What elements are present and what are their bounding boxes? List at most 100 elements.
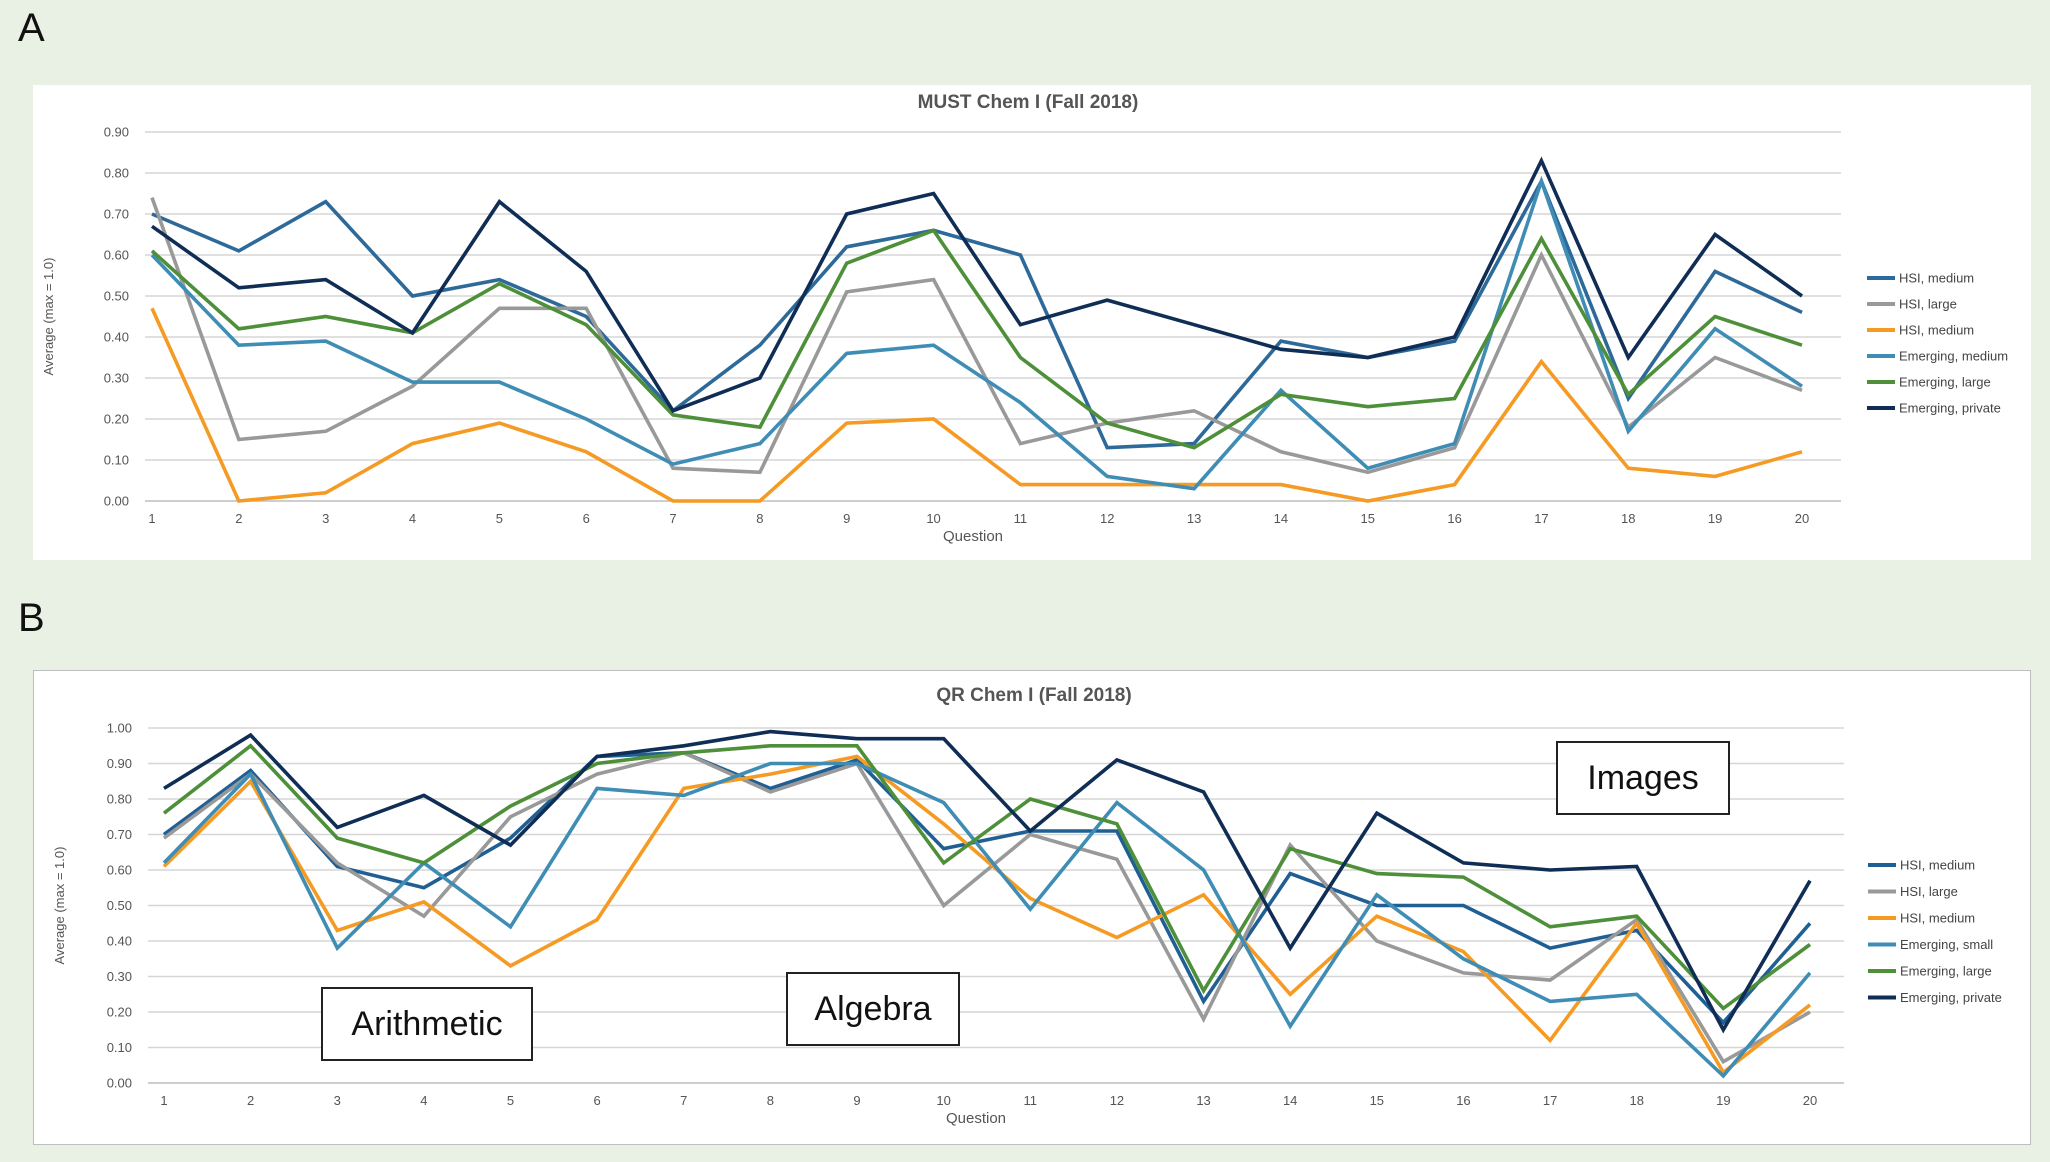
chart-panel-b: QR Chem I (Fall 2018) 0.00 0.10 0.20 0.30 0.4…	[33, 670, 2031, 1145]
chart-a-svg: MUST Chem I (Fall 2018) 0.00 0.10 0.20 0.30 0…	[41, 92, 2008, 545]
x-tick-label: 9	[853, 1093, 860, 1108]
x-tick-label: 13	[1196, 1093, 1210, 1108]
y-tick-label: 0.80	[107, 792, 132, 807]
chart-panel-a: MUST Chem I (Fall 2018) 0.00 0.10 0.20 0.30 0…	[33, 85, 2031, 560]
panel-label-a: A	[18, 6, 45, 50]
series-line-6	[150, 156, 1804, 414]
y-tick-label: 0.00	[107, 1076, 132, 1091]
y-tick-label: 0.90	[104, 125, 129, 140]
y-tick-label: 0.30	[104, 371, 129, 386]
y-tick-label: 0.50	[107, 898, 132, 913]
legend-label: Emerging, medium	[1899, 349, 2008, 364]
x-tick-label: 18	[1621, 511, 1635, 526]
x-tick-label: 5	[496, 511, 503, 526]
y-tick-label: 0.60	[107, 863, 132, 878]
legend-label: Emerging, private	[1900, 990, 2002, 1005]
x-tick-label: 8	[767, 1093, 774, 1108]
series-line-2	[150, 196, 1803, 475]
x-tick-label: 15	[1361, 511, 1375, 526]
x-tick-label: 6	[594, 1093, 601, 1108]
x-tick-label: 9	[843, 511, 850, 526]
y-tick-label: 0.60	[104, 248, 129, 263]
x-tick-label: 8	[756, 511, 763, 526]
legend-label: HSI, medium	[1899, 271, 1974, 286]
x-tick-label: 11	[1014, 511, 1028, 526]
legend-label: Emerging, large	[1900, 964, 1992, 979]
y-tick-label: 0.10	[107, 1040, 132, 1055]
x-tick-label: 2	[247, 1093, 254, 1108]
legend-label: Emerging, private	[1899, 401, 2001, 416]
x-tick-label: 11	[1024, 1093, 1038, 1108]
series-line-4	[150, 175, 1803, 491]
y-tick-label: 0.20	[107, 1005, 132, 1020]
series-line-2	[162, 750, 1811, 1065]
x-tick-label: 16	[1447, 511, 1461, 526]
x-tick-label: 14	[1274, 511, 1288, 526]
chart-title: QR Chem I (Fall 2018)	[936, 685, 1131, 706]
x-tick-label: 13	[1187, 511, 1201, 526]
y-tick-label: 1.00	[107, 721, 132, 736]
x-tick-label: 3	[322, 511, 329, 526]
annotation-arithmetic: Arithmetic	[321, 987, 533, 1061]
x-tick-label: 4	[420, 1093, 427, 1108]
x-tick-label: 17	[1543, 1093, 1557, 1108]
x-tick-label: 6	[583, 511, 590, 526]
y-axis-label: Average (max = 1.0)	[41, 258, 56, 376]
x-tick-label: 19	[1716, 1093, 1730, 1108]
y-tick-label: 0.70	[104, 207, 129, 222]
y-tick-label: 0.90	[107, 756, 132, 771]
y-tick-label: 0.30	[107, 969, 132, 984]
series-line-5	[150, 228, 1803, 450]
y-tick-label: 0.00	[104, 494, 129, 509]
x-tick-label: 2	[235, 511, 242, 526]
x-tick-label: 15	[1370, 1093, 1384, 1108]
x-tick-label: 10	[926, 511, 940, 526]
y-tick-label: 0.20	[104, 412, 129, 427]
x-tick-label: 7	[680, 1093, 687, 1108]
series-line-3	[150, 307, 1803, 503]
x-tick-label: 4	[409, 511, 416, 526]
x-tick-label: 18	[1629, 1093, 1643, 1108]
series-line-3	[162, 754, 1812, 1076]
x-tick-label: 1	[148, 511, 155, 526]
y-tick-label: 0.50	[104, 289, 129, 304]
legend-label: HSI, medium	[1899, 323, 1974, 338]
legend-label: HSI, medium	[1900, 911, 1975, 926]
series-line-5	[162, 743, 1812, 1011]
x-tick-label: 10	[936, 1093, 950, 1108]
x-axis-label: Question	[943, 528, 1003, 545]
y-tick-label: 0.40	[107, 934, 132, 949]
x-tick-label: 3	[334, 1093, 341, 1108]
series-line-1	[162, 750, 1812, 1026]
annotation-images: Images	[1556, 741, 1730, 815]
x-tick-label: 17	[1534, 511, 1548, 526]
x-tick-label: 12	[1100, 511, 1114, 526]
chart-b-svg: QR Chem I (Fall 2018) 0.00 0.10 0.20 0.30 0.4…	[52, 685, 2002, 1127]
x-tick-label: 1	[160, 1093, 167, 1108]
x-tick-label: 20	[1795, 511, 1809, 526]
series-line-1	[151, 176, 1803, 450]
x-tick-label: 20	[1803, 1093, 1817, 1108]
x-tick-label: 19	[1708, 511, 1722, 526]
panel-label-b: B	[18, 596, 45, 640]
x-tick-label: 14	[1283, 1093, 1297, 1108]
x-tick-label: 16	[1456, 1093, 1470, 1108]
x-tick-label: 5	[507, 1093, 514, 1108]
series-line-6	[163, 729, 1812, 1034]
x-tick-label: 7	[669, 511, 676, 526]
legend-label: HSI, large	[1900, 884, 1958, 899]
legend-label: Emerging, small	[1900, 937, 1993, 952]
y-tick-label: 0.70	[107, 827, 132, 842]
series-line-4	[162, 761, 1812, 1079]
legend-label: HSI, medium	[1900, 858, 1975, 873]
annotation-algebra: Algebra	[786, 972, 960, 1046]
y-axis-label: Average (max = 1.0)	[52, 847, 67, 965]
legend-label: HSI, large	[1899, 297, 1957, 312]
x-tick-label: 12	[1110, 1093, 1124, 1108]
y-tick-label: 0.80	[104, 166, 129, 181]
legend-label: Emerging, large	[1899, 375, 1991, 390]
y-tick-label: 0.10	[104, 453, 129, 468]
x-axis-label: Question	[946, 1110, 1006, 1127]
y-tick-label: 0.40	[104, 330, 129, 345]
chart-title: MUST Chem I (Fall 2018)	[918, 92, 1139, 113]
